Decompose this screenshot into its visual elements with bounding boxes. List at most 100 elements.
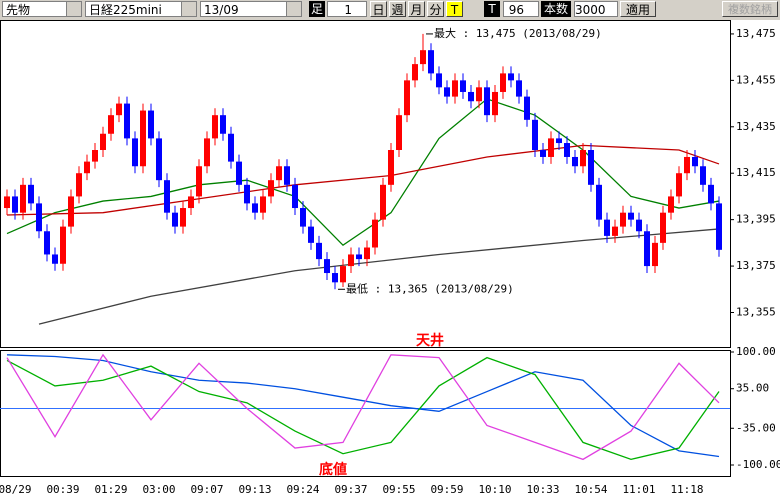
candle-body [228, 133, 234, 162]
period-button[interactable]: 日 [370, 1, 387, 17]
candle-body [444, 87, 450, 97]
t-value[interactable]: 96 [503, 1, 539, 17]
candle-body [188, 196, 194, 209]
candle-body [220, 115, 226, 134]
candle-body [508, 73, 514, 81]
candle-body [92, 150, 98, 162]
candle-body [140, 110, 146, 167]
candle-body [260, 196, 266, 213]
count-label: 本数 [541, 1, 571, 17]
candle-body [516, 80, 522, 97]
annotation: 底値 [319, 461, 347, 478]
candle-body [460, 80, 466, 92]
candle-body [244, 184, 250, 204]
y-tick-label: -35.00 [736, 421, 776, 434]
x-tick-label: 03:00 [142, 483, 175, 496]
candle-body [652, 242, 658, 267]
candle-body [404, 80, 410, 116]
bar-count[interactable]: 1 [327, 1, 367, 17]
x-tick-label: 10:10 [478, 483, 511, 496]
candle-body [316, 242, 322, 260]
t-label: T [484, 1, 500, 17]
contract-select[interactable]: 13/09 [200, 1, 302, 17]
candle-body [124, 103, 130, 139]
candle-body [636, 219, 642, 232]
candle-body [60, 226, 66, 264]
candle-body [716, 203, 722, 250]
candle-body [52, 254, 58, 264]
candle-body [628, 212, 634, 220]
candle-body [76, 173, 82, 197]
oscillator-pane [0, 350, 731, 477]
apply-button[interactable]: 適用 [620, 1, 656, 17]
candle-body [212, 115, 218, 139]
candle-body [580, 150, 586, 167]
candle-body [84, 161, 90, 174]
candle-body [4, 196, 10, 209]
y-tick-label: 13,455 [736, 73, 776, 86]
y-tick-label: 35.00 [736, 382, 769, 395]
x-tick-label: 10:54 [574, 483, 607, 496]
candle-body [204, 138, 210, 167]
candle-body [452, 80, 458, 97]
count-value[interactable]: 3000 [574, 1, 618, 17]
candle-body [660, 212, 666, 243]
candle-body [492, 91, 498, 116]
candle-body [300, 208, 306, 227]
candle-body [276, 166, 282, 181]
candle-body [132, 138, 138, 167]
period-button[interactable]: 月 [408, 1, 425, 17]
x-tick-label: 10:33 [526, 483, 559, 496]
x-tick-label: 01:29 [94, 483, 127, 496]
candle-body [292, 184, 298, 209]
line [6, 356, 720, 461]
x-tick-label: 09:07 [190, 483, 223, 496]
candle-body [692, 156, 698, 167]
symbol-select[interactable]: 日経225mini [85, 1, 197, 17]
y-tick-label: 13,435 [736, 120, 776, 133]
annotation: 最大 : 13,475 (2013/08/29) [434, 26, 602, 40]
candle-body [524, 96, 530, 120]
period-button[interactable]: 分 [427, 1, 444, 17]
candle-body [164, 180, 170, 213]
period-button[interactable]: T [446, 1, 463, 17]
candle-body [348, 254, 354, 267]
candle-body [476, 87, 482, 102]
line [6, 98, 720, 247]
candle-body [572, 156, 578, 167]
candle-body [36, 203, 42, 232]
candle-body [668, 196, 674, 213]
candle-body [180, 208, 186, 227]
candle-body [500, 73, 506, 92]
candle-body [100, 133, 106, 150]
line [6, 144, 720, 216]
candle-body [676, 173, 682, 197]
toolbar: 先物 日経225mini 13/09 足 1 日 週 月 分 T T 96 本数… [0, 0, 780, 20]
line [38, 228, 720, 325]
market-select[interactable]: 先物 [2, 1, 82, 17]
candle-body [108, 115, 114, 134]
candle-body [612, 226, 618, 236]
x-tick-label: 09:37 [334, 483, 367, 496]
line [6, 353, 720, 461]
candle-body [44, 231, 50, 255]
x-tick-label: 09:55 [382, 483, 415, 496]
candle-body [12, 196, 18, 213]
y-tick-label: 13,395 [736, 213, 776, 226]
multi-button[interactable]: 複数銘柄 [722, 1, 778, 17]
candle-body [172, 212, 178, 227]
candle-body [548, 138, 554, 157]
x-tick-label: 09:59 [430, 483, 463, 496]
candle-body [684, 156, 690, 174]
candle-body [604, 219, 610, 236]
candle-body [284, 166, 290, 185]
candle-body [468, 91, 474, 102]
y-tick-label: 13,375 [736, 259, 776, 272]
candle-body [28, 184, 34, 204]
candle-body [308, 226, 314, 243]
candle-body [708, 184, 714, 204]
period-button[interactable]: 週 [389, 1, 406, 17]
candle-body [116, 103, 122, 116]
candle-body [268, 180, 274, 197]
